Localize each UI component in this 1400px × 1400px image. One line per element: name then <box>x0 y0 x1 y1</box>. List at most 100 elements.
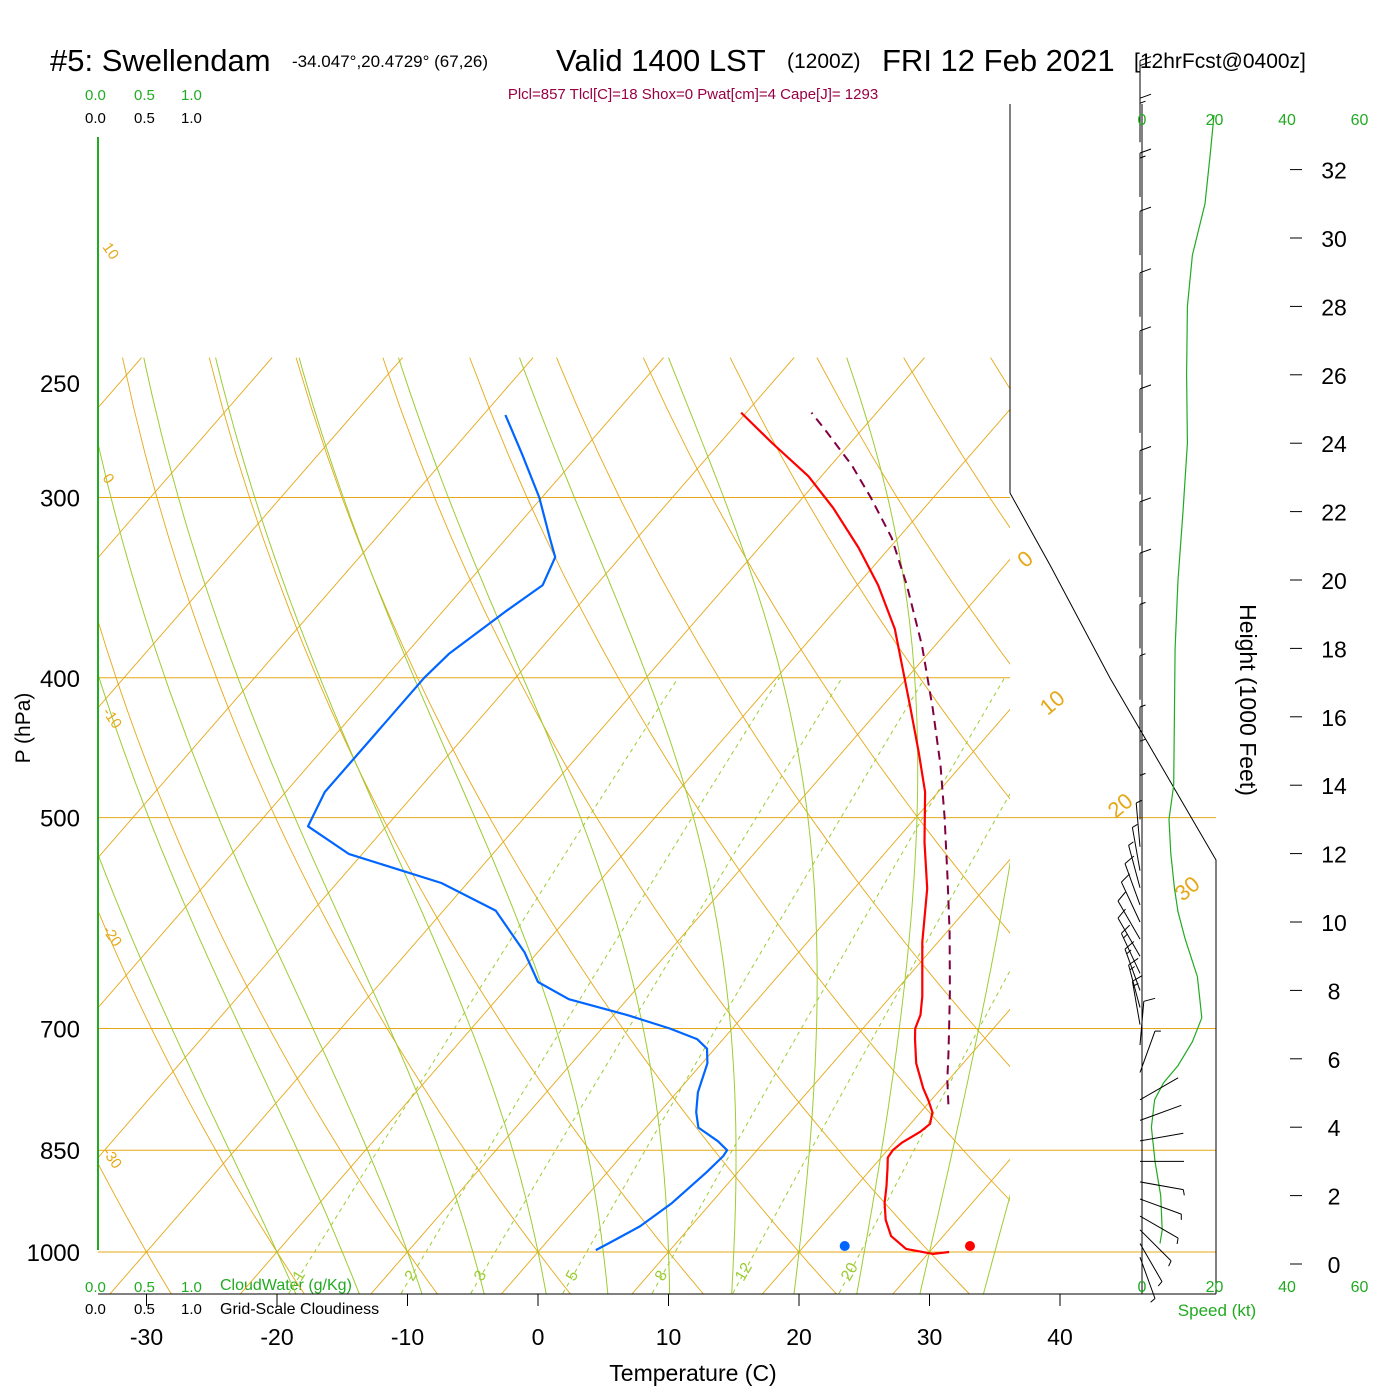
wind-barb <box>1139 1104 1182 1121</box>
height-tick-18: 18 <box>1321 636 1347 662</box>
isotherm--70 <box>98 357 403 709</box>
speed-axis-title: Speed (kt) <box>1178 1301 1256 1320</box>
temperature-tick-0: 0 <box>532 1324 545 1350</box>
wind-panel <box>1117 56 1215 1303</box>
pressure-tick-500: 500 <box>40 806 80 833</box>
cloudiness-bottom-tick-0: 0.0 <box>85 1301 106 1318</box>
wind-barb-staff <box>1120 933 1141 974</box>
wind-barb <box>1139 601 1146 649</box>
wind-barb-half-flag <box>1139 100 1146 104</box>
pressure-tick-1000: 1000 <box>27 1240 80 1267</box>
wind-barb <box>1139 1077 1179 1101</box>
cloudiness-label: Grid-Scale Cloudiness <box>220 1301 379 1318</box>
sounding-series <box>306 411 951 1256</box>
height-tick-2: 2 <box>1328 1184 1341 1210</box>
mixing-ratio-label: 5 <box>563 1268 582 1284</box>
valid-utc: (1200Z) <box>787 50 861 73</box>
height-tick-6: 6 <box>1328 1047 1341 1073</box>
wind-barb <box>1139 1257 1156 1303</box>
wind-barb <box>1131 823 1141 871</box>
wind-barb-staff <box>1139 1229 1172 1262</box>
moist-adiabat-0 <box>215 357 547 1294</box>
temperature-tick-40: 40 <box>1047 1324 1073 1350</box>
dry-adiabat-50 <box>556 357 1010 1068</box>
pressure-axis: 1000 850 700 500 400 300 250 <box>27 371 80 1267</box>
wind-barb-flag <box>1139 93 1152 99</box>
wind-barb <box>1128 841 1141 888</box>
wind-barb-staff <box>1128 845 1141 888</box>
wind-barb <box>1139 1215 1179 1244</box>
wind-barb-flag <box>1139 56 1152 62</box>
height-tick-32: 32 <box>1321 158 1347 184</box>
cloudwater-bottom-tick-05: 0.5 <box>134 1279 155 1296</box>
moist-adiabat-25 <box>846 357 919 1294</box>
isotherm-label: 10 <box>99 240 122 263</box>
moist-adiabat-30 <box>919 861 1010 1294</box>
wind-barb <box>1120 873 1141 923</box>
wind-barb-flag <box>1139 326 1152 332</box>
wind-barb <box>1139 548 1152 598</box>
cloudwater-tick-0: 0.0 <box>85 87 106 104</box>
height-tick-0: 0 <box>1328 1252 1341 1278</box>
dry-adiabat-110 <box>1077 358 1400 1301</box>
wind-barb-half-flag <box>1132 823 1138 828</box>
dry-adiabat-70 <box>729 357 1010 800</box>
wind-barb <box>1135 800 1142 847</box>
wind-barb <box>1139 446 1152 495</box>
height-tick-28: 28 <box>1321 294 1347 320</box>
wind-barb <box>1139 56 1152 105</box>
moist-adiabat--10 <box>98 441 423 1294</box>
mixing-ratio-20 <box>838 969 1010 1294</box>
wind-barb-flag <box>1139 61 1152 67</box>
wind-barb-flag <box>1139 497 1152 503</box>
cloudwater-label: CloudWater (g/Kg) <box>220 1277 352 1294</box>
wind-barb-flag <box>1124 855 1135 864</box>
wind-barb <box>1117 891 1141 940</box>
cloudwater-bottom-tick-1: 1.0 <box>181 1279 202 1296</box>
dry-adiabat-20 <box>295 357 838 1294</box>
wind-barb-staff <box>1139 1030 1156 1073</box>
wind-barb-half-flag <box>1139 772 1146 776</box>
wind-barb-staff <box>1124 863 1141 906</box>
mixing-ratio-3 <box>469 677 843 1294</box>
wind-barb-half-flag <box>1139 601 1146 605</box>
wind-barb-flag <box>1121 873 1131 883</box>
cloud-axis-bottom: 0.0 0.5 1.0 CloudWater (g/Kg) 0.0 0.5 1.… <box>85 1277 379 1318</box>
height-tick-4: 4 <box>1328 1115 1341 1141</box>
wind-barb-flag <box>1117 891 1126 902</box>
height-tick-30: 30 <box>1321 226 1347 252</box>
speed-tick-bottom-0: 0 <box>1138 1279 1147 1296</box>
dry-adiabat--10 <box>98 619 438 1294</box>
wind-barb <box>1139 206 1152 256</box>
wind-barb <box>1139 497 1152 546</box>
station-title: #5: Swellendam <box>50 43 271 78</box>
wind-barb <box>1139 1229 1172 1267</box>
speed-tick-bottom-40: 40 <box>1278 1279 1296 1296</box>
wind-barb <box>1139 1243 1163 1287</box>
speed-tick-top-20: 20 <box>1206 112 1224 129</box>
isotherm--50 <box>98 357 664 1009</box>
wind-barb-half-flag <box>1135 800 1142 804</box>
surface-temperature-dot <box>965 1241 975 1251</box>
wind-barb <box>1139 1030 1161 1073</box>
height-axis-title: Height (1000 Feet) <box>1235 604 1261 796</box>
wind-barb <box>1139 738 1146 786</box>
isotherm--40 <box>98 357 795 1159</box>
mixing-ratio-label: 8 <box>652 1268 671 1284</box>
wind-barb-flag <box>1132 974 1143 982</box>
dry-adiabat--20 <box>98 909 305 1294</box>
moist-adiabat-35 <box>982 1193 1010 1294</box>
isotherm--20 <box>239 408 1010 1294</box>
wind-barb <box>1124 855 1141 906</box>
wind-barb-flag <box>1143 997 1156 1002</box>
cloudwater-tick-05: 0.5 <box>134 87 155 104</box>
height-tick-8: 8 <box>1328 978 1341 1004</box>
mixing-ratio-12 <box>731 792 1010 1294</box>
cloudwater-bottom-tick-0: 0.0 <box>85 1279 106 1296</box>
moist-adiabat--5 <box>143 357 485 1294</box>
isotherm--30 <box>109 357 925 1294</box>
cloudiness-bottom-tick-1: 1.0 <box>181 1301 202 1318</box>
wind-barb <box>1139 384 1152 433</box>
temperature-tick--30: -30 <box>130 1324 163 1350</box>
